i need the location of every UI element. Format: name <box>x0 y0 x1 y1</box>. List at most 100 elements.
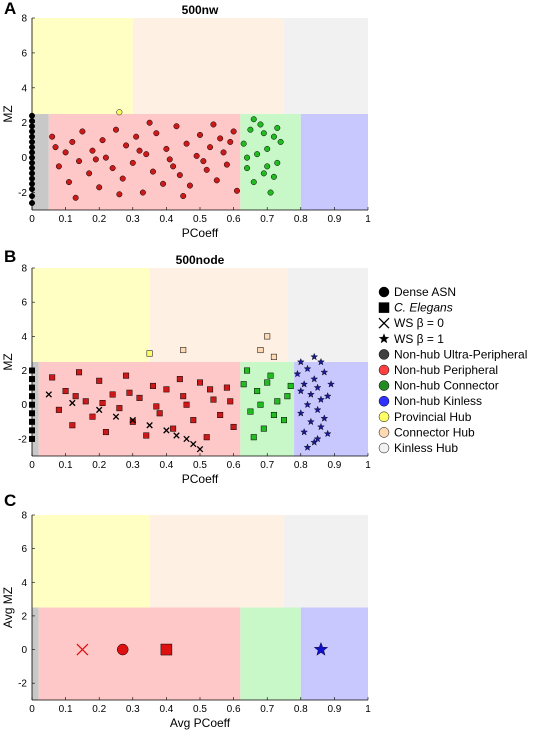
data-point <box>29 154 35 161</box>
data-point <box>29 367 35 374</box>
data-point <box>146 350 153 357</box>
data-point <box>129 418 136 425</box>
data-point <box>230 128 237 135</box>
x-tick-label: 0.7 <box>260 214 274 225</box>
region-provincial-hub <box>32 268 150 362</box>
data-point <box>233 187 240 194</box>
chart-title: 500nw <box>182 3 219 17</box>
data-point <box>29 180 35 187</box>
data-point <box>99 137 106 144</box>
y-tick-label: 6 <box>21 298 27 309</box>
x-axis-label: Avg PCoeff <box>170 716 231 730</box>
data-point <box>82 398 89 405</box>
region-kinless <box>294 362 368 456</box>
data-point <box>62 388 69 395</box>
region-provincial-hub <box>32 18 133 114</box>
y-tick-label: 6 <box>21 544 27 555</box>
data-point <box>244 154 251 161</box>
data-point <box>29 117 35 124</box>
data-point <box>247 126 254 133</box>
data-point <box>180 347 187 354</box>
data-point <box>52 144 59 151</box>
x-axis-label: PCoeff <box>182 472 219 486</box>
data-point <box>176 172 183 179</box>
data-point <box>76 643 89 656</box>
data-point <box>313 641 329 656</box>
data-point <box>207 386 214 393</box>
x-tick-label: 0.4 <box>159 460 173 471</box>
data-point <box>323 429 332 438</box>
data-point <box>264 333 271 340</box>
data-point <box>29 159 35 166</box>
data-point <box>310 375 319 383</box>
series-non-hub-ultra-peripheral <box>29 112 35 207</box>
x-tick-label: 0.5 <box>193 214 207 225</box>
data-point <box>116 191 123 198</box>
y-tick-label: 4 <box>21 83 27 94</box>
data-point <box>123 142 130 149</box>
data-point <box>320 368 329 376</box>
panel-letter: B <box>4 247 16 266</box>
series-non-hub-ultra-peripheral <box>29 367 35 442</box>
data-point <box>95 406 103 414</box>
legend-marker <box>378 395 390 407</box>
data-point <box>244 367 251 374</box>
data-point <box>217 135 224 142</box>
data-point <box>267 189 274 196</box>
data-point <box>143 432 150 439</box>
data-point <box>300 427 309 436</box>
series-non-hub-peripheral <box>49 119 240 201</box>
legend-marker <box>378 317 390 329</box>
region-peripheral <box>38 362 241 456</box>
data-point <box>55 406 62 413</box>
data-point <box>102 154 109 161</box>
data-point <box>277 138 284 145</box>
x-tick-label: 0.8 <box>294 214 308 225</box>
data-point <box>250 116 257 123</box>
panel-b: B 500node 0 0.1 0.2 0.3 0.4 0.5 0.6 0.7 0.8 0.9 1 -2 0… <box>1 247 371 486</box>
y-tick-label: 0 <box>21 645 27 656</box>
x-tick-label: 0.1 <box>59 704 73 715</box>
x-tick-label: 0 <box>29 214 35 225</box>
region-connector <box>240 607 301 700</box>
data-point <box>170 425 177 432</box>
data-point <box>29 376 35 383</box>
data-point <box>109 165 116 172</box>
region-connector-hub <box>132 18 284 114</box>
data-point <box>296 386 305 395</box>
data-point <box>257 121 264 128</box>
x-tick-label: 0.2 <box>92 460 106 471</box>
legend-marker <box>378 333 390 344</box>
data-point <box>119 175 126 182</box>
data-point <box>76 369 83 376</box>
legend-marker <box>378 380 390 391</box>
series-non-hub-connector <box>240 116 284 196</box>
y-axis-label: MZ <box>1 353 15 370</box>
x-tick-label: 0 <box>29 704 35 715</box>
series-dense-asn <box>116 643 129 656</box>
series-provincial-hub <box>146 350 153 357</box>
data-point <box>72 393 79 400</box>
data-point <box>227 138 234 145</box>
data-point <box>76 158 83 165</box>
x-tick-label: 1 <box>365 460 371 471</box>
y-axis-label: MZ <box>1 105 15 122</box>
y-tick-label: -2 <box>18 679 27 690</box>
data-point <box>327 380 335 388</box>
y-tick-label: -2 <box>18 188 27 199</box>
data-point <box>197 131 203 138</box>
data-point <box>29 186 35 193</box>
data-point <box>200 158 207 165</box>
data-point <box>72 194 79 201</box>
y-tick-label: -2 <box>18 434 27 445</box>
data-point <box>227 398 234 405</box>
panel-a: A 500nw 0 0.1 0.2 0.3 0.4 0.5 0.6 0.7 0.8 0.9 1 -2 0 2 4… <box>1 0 371 240</box>
y-tick-label: 0 <box>21 153 27 164</box>
data-point <box>220 149 227 156</box>
data-point <box>230 423 237 430</box>
data-point <box>293 369 302 378</box>
legend-label: WS β = 0 <box>394 316 444 330</box>
data-point <box>29 384 35 391</box>
